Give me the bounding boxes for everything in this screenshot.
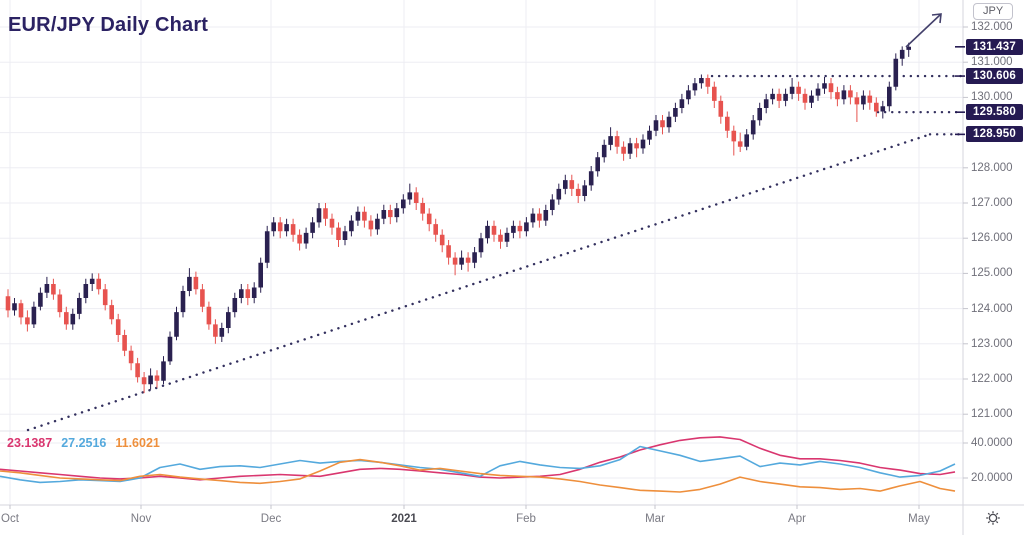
grid-layer	[0, 0, 963, 505]
level-price-badge: 129.580	[966, 104, 1023, 121]
price-tick-label: 128.000	[971, 161, 1013, 174]
time-axis-label: 2021	[391, 513, 417, 525]
price-tick-label: 127.000	[971, 197, 1013, 209]
axis-tick-marks	[9, 26, 968, 509]
oscillator-line-orange	[0, 458, 956, 493]
currency-unit-button[interactable]: JPY	[973, 3, 1014, 20]
indicator-value-blue: 27.2516	[61, 436, 107, 450]
bear-candle-wicks	[7, 74, 877, 394]
oscillator-tick-label: 20.0000	[971, 472, 1013, 484]
indicator-value-orange: 11.6021	[115, 436, 160, 450]
sun-gear-icon	[986, 511, 1000, 525]
price-tick-label: 121.000	[971, 408, 1013, 421]
price-tick-label: 125.000	[971, 267, 1013, 280]
time-axis-label: Mar	[645, 513, 665, 525]
breakout-arrow-head	[931, 13, 942, 24]
time-axis-label: May	[908, 513, 930, 525]
time-axis-label: Feb	[516, 513, 536, 525]
time-axis-label: Nov	[130, 513, 152, 525]
breakout-arrow-annotation[interactable]	[905, 13, 942, 48]
indicator-value-pink: 23.1387	[7, 436, 53, 450]
price-tick-label: 130.000	[971, 91, 1013, 104]
time-axis-label: Dec	[260, 513, 282, 525]
last-price-badge: 131.437	[966, 38, 1023, 55]
price-tick-label: 131.000	[971, 56, 1013, 69]
oscillator-line-blue	[0, 445, 956, 484]
price-tick-label: 126.000	[971, 232, 1013, 245]
time-axis-label: Oct	[1, 513, 19, 525]
chart-title: EUR/JPY Daily Chart	[8, 14, 209, 36]
indicator-readout: 23.1387 27.2516 11.6021	[7, 436, 169, 450]
price-tick-label: 122.000	[971, 373, 1013, 385]
price-tick-label: 123.000	[971, 337, 1013, 350]
level-price-badge: 130.606	[966, 68, 1023, 85]
price-tick-label: 124.000	[971, 302, 1013, 315]
settings-icon[interactable]	[983, 508, 1003, 528]
trendline-annotation[interactable]	[26, 133, 932, 432]
oscillator-line-pink	[0, 436, 956, 481]
oscillator-tick-label: 40.0000	[971, 437, 1013, 449]
level-price-badge: 128.950	[966, 126, 1023, 143]
time-axis-label: Apr	[788, 513, 806, 525]
price-tick-label: 132.000	[971, 21, 1013, 33]
bull-candle-bodies	[12, 46, 911, 385]
